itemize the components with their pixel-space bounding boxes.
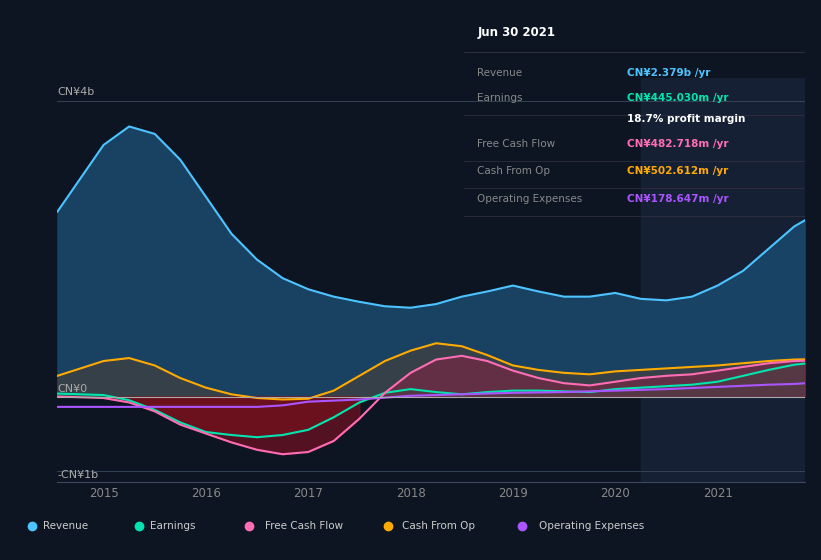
- Text: Earnings: Earnings: [478, 93, 523, 103]
- Text: Free Cash Flow: Free Cash Flow: [264, 521, 342, 531]
- Text: CN¥0: CN¥0: [57, 384, 88, 394]
- Text: Jun 30 2021: Jun 30 2021: [478, 26, 556, 39]
- Text: CN¥4b: CN¥4b: [57, 87, 94, 97]
- Text: 18.7% profit margin: 18.7% profit margin: [627, 114, 745, 124]
- Text: CN¥2.379b /yr: CN¥2.379b /yr: [627, 68, 711, 78]
- Text: Earnings: Earnings: [150, 521, 195, 531]
- Text: Free Cash Flow: Free Cash Flow: [478, 139, 556, 149]
- Text: CN¥502.612m /yr: CN¥502.612m /yr: [627, 166, 729, 176]
- Text: Cash From Op: Cash From Op: [478, 166, 551, 176]
- Text: CN¥178.647m /yr: CN¥178.647m /yr: [627, 194, 729, 204]
- Text: CN¥445.030m /yr: CN¥445.030m /yr: [627, 93, 729, 103]
- Text: CN¥482.718m /yr: CN¥482.718m /yr: [627, 139, 729, 149]
- Text: -CN¥1b: -CN¥1b: [57, 470, 99, 480]
- Text: Revenue: Revenue: [44, 521, 89, 531]
- Text: Operating Expenses: Operating Expenses: [478, 194, 583, 204]
- Text: Cash From Op: Cash From Op: [402, 521, 475, 531]
- Text: Operating Expenses: Operating Expenses: [539, 521, 644, 531]
- Text: Revenue: Revenue: [478, 68, 523, 78]
- Bar: [641, 78, 805, 482]
